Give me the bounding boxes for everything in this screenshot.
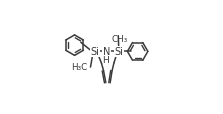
Text: Si: Si [91,47,99,57]
Text: CH₃: CH₃ [111,35,128,44]
Text: Si: Si [114,47,123,57]
Text: H₃C: H₃C [71,62,87,71]
Text: H: H [102,56,109,65]
Text: N: N [103,47,111,57]
